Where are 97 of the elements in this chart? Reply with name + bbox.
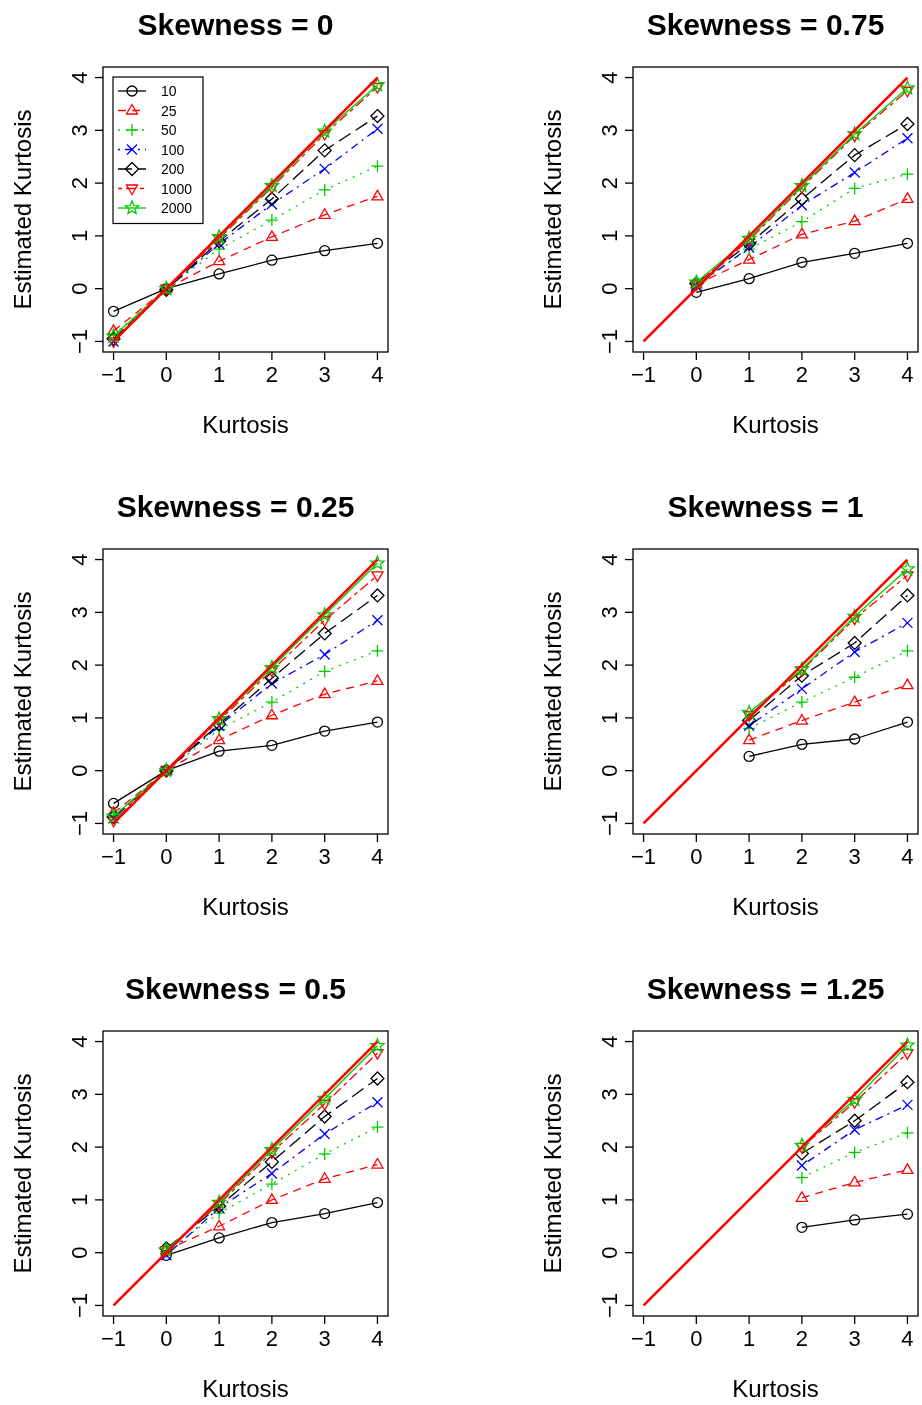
x-tick-label: −1 — [631, 1326, 657, 1351]
y-axis-title: Estimated Kurtosis — [539, 109, 566, 310]
y-tick-label: 4 — [597, 71, 622, 84]
x-tick-label: 0 — [160, 1326, 173, 1351]
x-tick-label: 0 — [160, 362, 173, 387]
y-tick-label: 2 — [597, 658, 622, 672]
x-axis-title: Kurtosis — [202, 1375, 289, 1402]
x-tick-label: 4 — [901, 844, 914, 869]
y-tick-label: 4 — [67, 553, 92, 566]
y-tick-label: −1 — [67, 328, 92, 354]
y-tick-label: 3 — [67, 124, 92, 137]
x-tick-label: 3 — [848, 844, 861, 869]
chart-title: Skewness = 0.5 — [125, 972, 346, 1005]
y-tick-label: 0 — [597, 282, 622, 295]
x-tick-label: 1 — [212, 362, 226, 387]
x-tick-label: 1 — [742, 1326, 756, 1351]
x-tick-label: −1 — [101, 1326, 127, 1351]
x-tick-label: 3 — [318, 1326, 331, 1351]
y-tick-label: −1 — [67, 810, 92, 836]
x-tick-label: 0 — [690, 1326, 703, 1351]
y-tick-label: 0 — [597, 764, 622, 777]
y-axis-title: Estimated Kurtosis — [9, 109, 36, 310]
y-tick-label: 0 — [67, 1246, 92, 1259]
x-tick-label: 4 — [371, 1326, 384, 1351]
y-tick-label: 2 — [597, 1140, 622, 1154]
y-tick-label: 4 — [597, 1035, 622, 1048]
y-tick-label: −1 — [67, 1292, 92, 1318]
x-tick-label: 3 — [318, 362, 331, 387]
x-tick-label: 2 — [795, 362, 809, 387]
x-tick-label: 4 — [901, 362, 914, 387]
y-axis-title: Estimated Kurtosis — [539, 591, 566, 792]
chart-title: Skewness = 0.25 — [116, 490, 355, 523]
x-tick-label: 2 — [265, 844, 279, 869]
x-tick-label: 3 — [848, 362, 861, 387]
y-tick-label: 1 — [597, 1193, 622, 1207]
x-tick-label: 1 — [212, 844, 226, 869]
x-axis-title: Kurtosis — [732, 1375, 819, 1402]
x-tick-label: 1 — [212, 1326, 226, 1351]
x-tick-label: 1 — [742, 362, 756, 387]
y-tick-label: 2 — [597, 176, 622, 190]
y-axis-title: Estimated Kurtosis — [9, 591, 36, 792]
y-tick-label: 1 — [67, 1193, 92, 1207]
x-tick-label: 2 — [265, 362, 279, 387]
x-tick-label: 4 — [371, 844, 384, 869]
y-axis-title: Estimated Kurtosis — [9, 1073, 36, 1274]
x-tick-label: 4 — [371, 362, 384, 387]
y-tick-label: 3 — [597, 1088, 622, 1101]
legend-label: 1000 — [161, 180, 193, 197]
x-tick-label: 4 — [901, 1326, 914, 1351]
legend-label: 50 — [161, 122, 177, 138]
y-tick-label: 2 — [67, 658, 92, 672]
x-tick-label: −1 — [101, 362, 127, 387]
y-tick-label: 4 — [67, 71, 92, 84]
x-axis-title: Kurtosis — [202, 893, 289, 920]
x-axis-title: Kurtosis — [732, 411, 819, 438]
y-tick-label: 0 — [67, 282, 92, 295]
chart-title: Skewness = 0.75 — [646, 8, 885, 41]
x-tick-label: 1 — [742, 844, 756, 869]
x-tick-label: 2 — [265, 1326, 279, 1351]
y-tick-label: 3 — [597, 606, 622, 619]
x-axis-title: Kurtosis — [202, 411, 289, 438]
x-tick-label: 3 — [318, 844, 331, 869]
x-axis-title: Kurtosis — [732, 893, 819, 920]
legend-label: 2000 — [161, 200, 193, 216]
x-tick-label: 2 — [795, 844, 809, 869]
y-tick-label: 3 — [597, 124, 622, 137]
y-tick-label: 0 — [597, 1246, 622, 1259]
y-axis-title: Estimated Kurtosis — [539, 1073, 566, 1274]
chart-title: Skewness = 1.25 — [646, 972, 885, 1005]
y-tick-label: 0 — [67, 764, 92, 777]
x-tick-label: −1 — [101, 844, 127, 869]
y-tick-label: −1 — [597, 328, 622, 354]
x-tick-label: 3 — [848, 1326, 861, 1351]
chart-title: Skewness = 0 — [137, 8, 334, 41]
y-tick-label: 2 — [67, 1140, 92, 1154]
chart-title: Skewness = 1 — [667, 490, 864, 523]
legend-label: 100 — [161, 141, 185, 158]
y-tick-label: 1 — [67, 711, 92, 725]
y-tick-label: 1 — [597, 229, 622, 243]
legend-label: 25 — [161, 102, 177, 119]
x-tick-label: 0 — [690, 362, 703, 387]
x-tick-label: −1 — [631, 362, 657, 387]
y-tick-label: 3 — [67, 1088, 92, 1101]
x-tick-label: 2 — [795, 1326, 809, 1351]
y-tick-label: 2 — [67, 176, 92, 190]
y-tick-label: 1 — [67, 229, 92, 243]
y-tick-label: −1 — [597, 810, 622, 836]
x-tick-label: 0 — [160, 844, 173, 869]
y-tick-label: 4 — [67, 1035, 92, 1048]
y-tick-label: −1 — [597, 1292, 622, 1318]
legend-label: 10 — [161, 83, 177, 99]
x-tick-label: −1 — [631, 844, 657, 869]
y-tick-label: 1 — [597, 711, 622, 725]
x-tick-label: 0 — [690, 844, 703, 869]
y-tick-label: 4 — [597, 553, 622, 566]
legend-label: 200 — [161, 161, 185, 177]
y-tick-label: 3 — [67, 606, 92, 619]
